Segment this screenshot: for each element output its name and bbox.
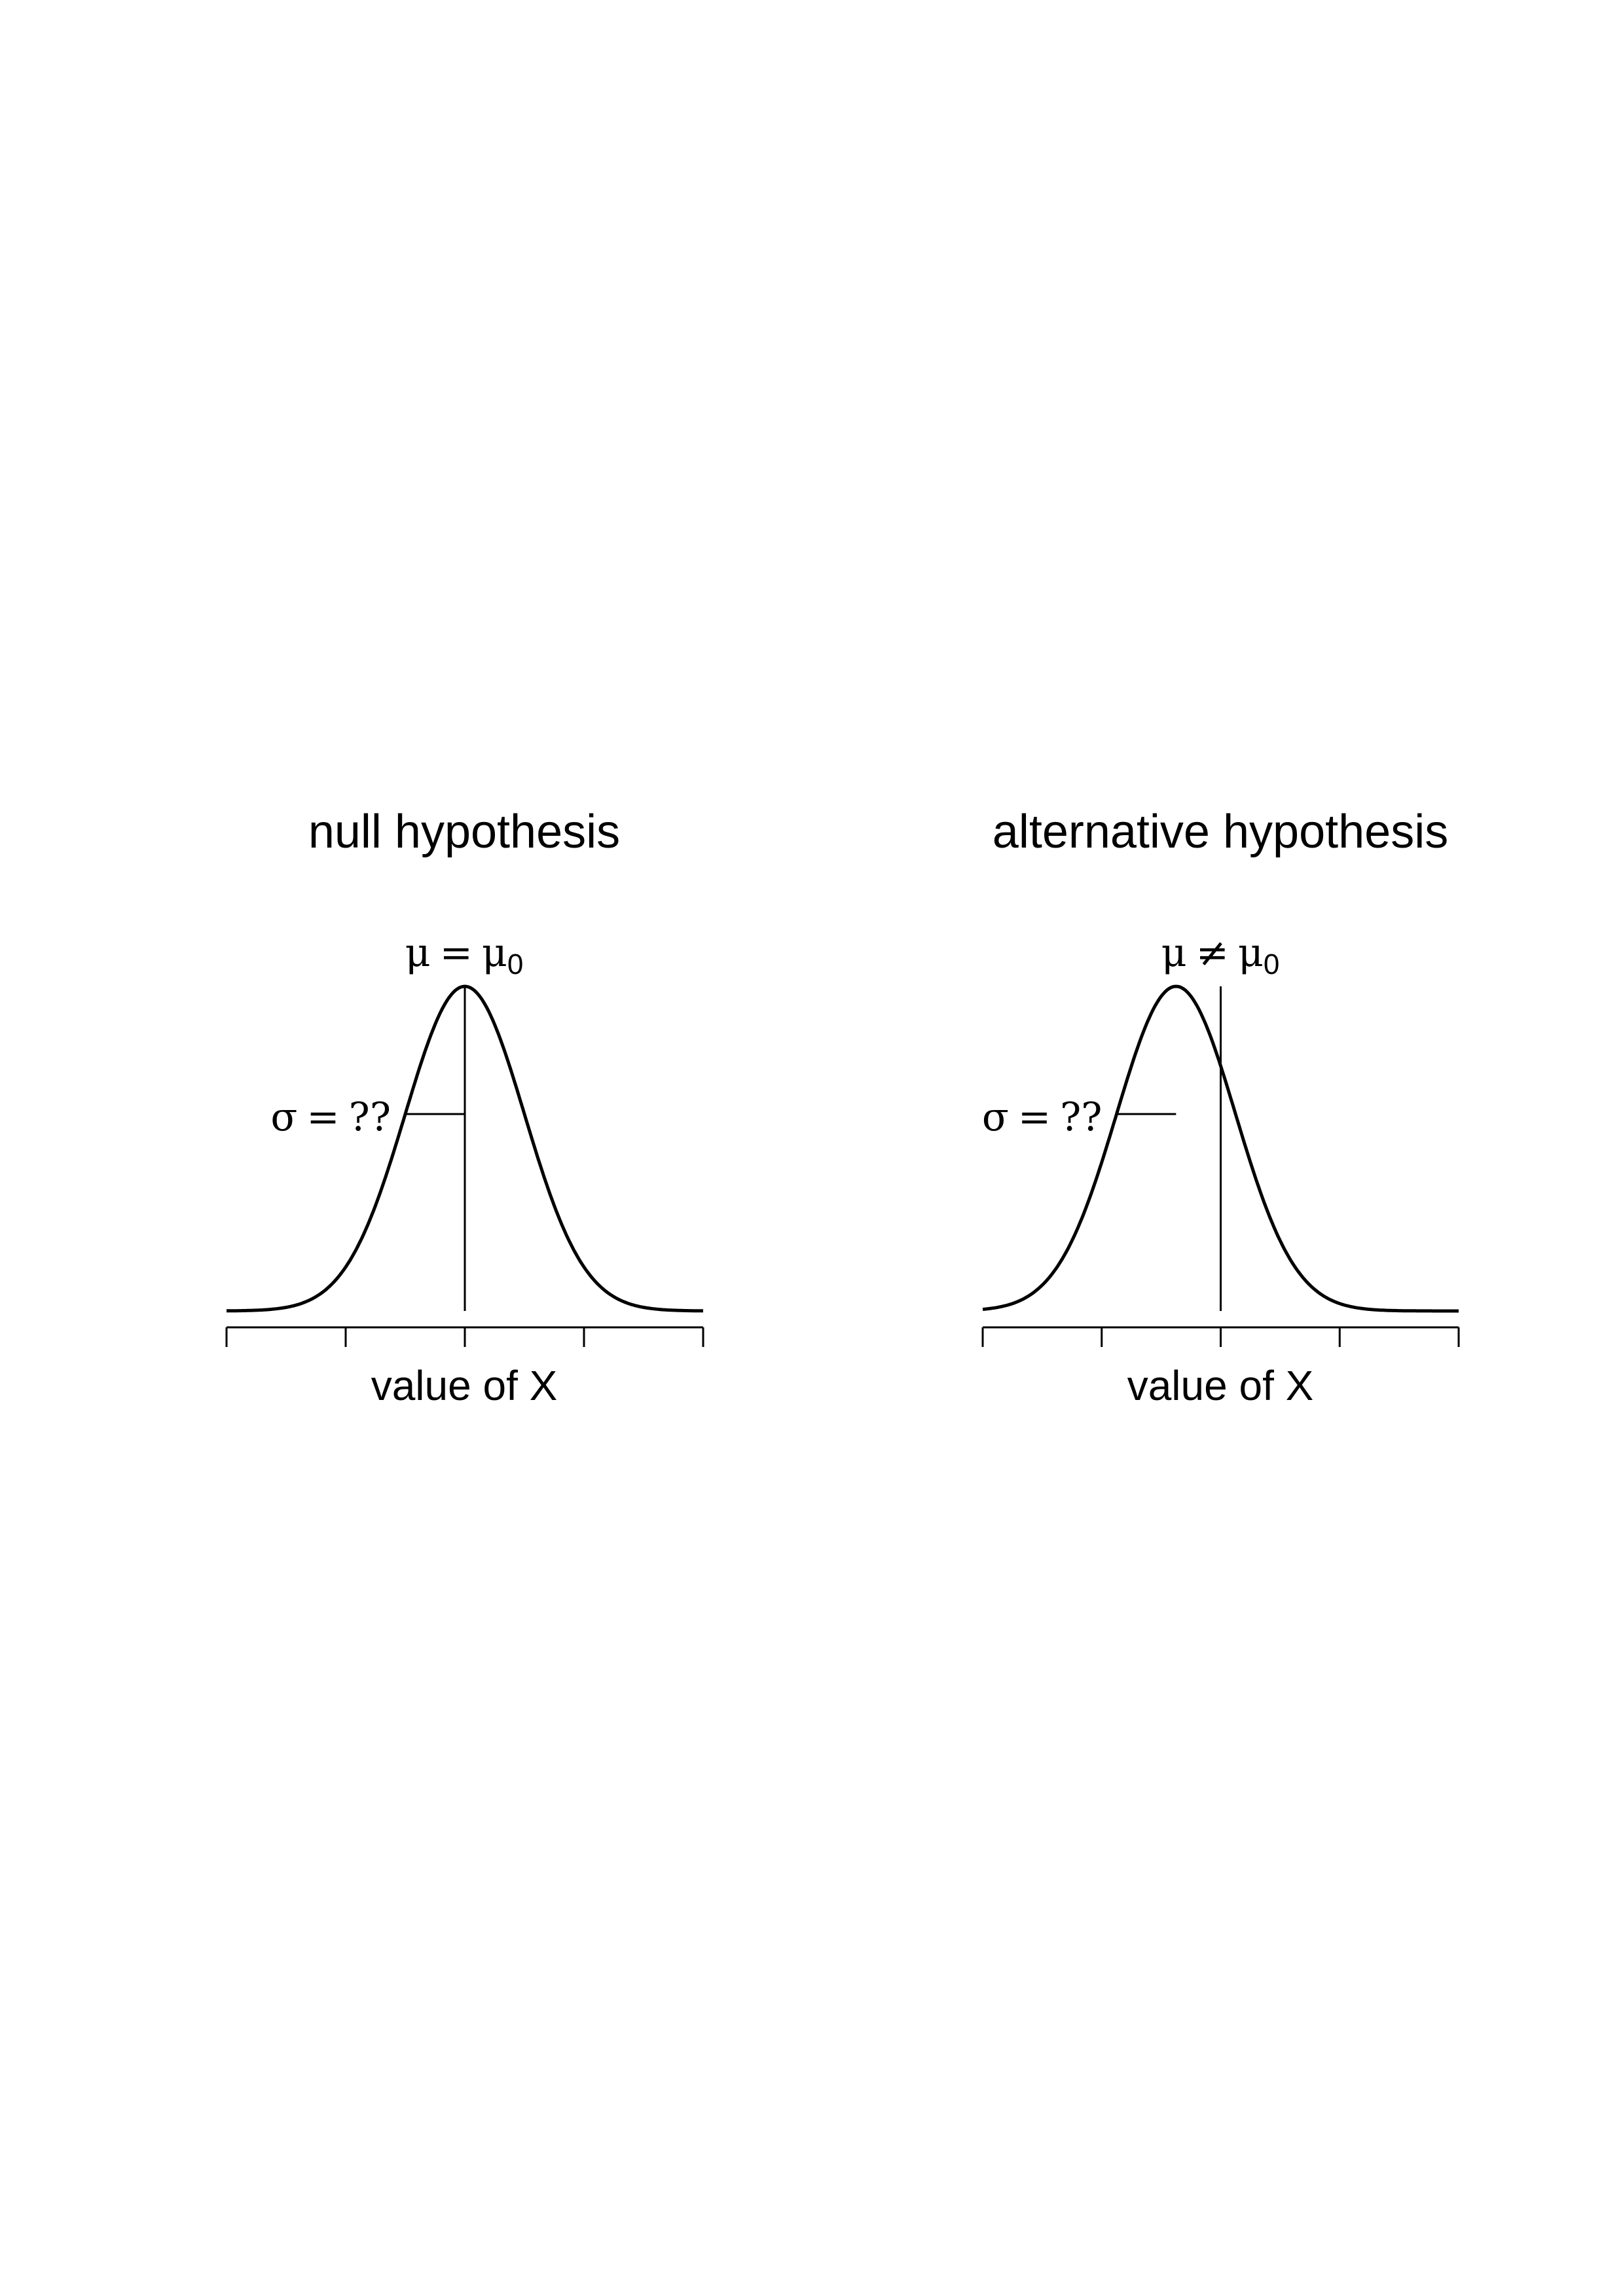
mean-reference: μ [482,930,507,976]
sigma-symbol: σ [270,1094,297,1140]
sigma-relation: = [1018,1094,1051,1140]
mean-reference-subscript: 0 [1264,948,1279,980]
sigma-value: ?? [349,1094,391,1140]
mean-annotation: μ = μ0 [405,930,524,980]
mean-relation: = [440,930,473,976]
sigma-symbol: σ [982,1094,1009,1140]
sigma-annotation: σ =?? [270,1094,391,1140]
sigma-annotation: σ =?? [982,1094,1103,1140]
mean-relation: ≠ [1196,930,1229,976]
x-axis-ticks [225,1327,704,1347]
mean-symbol: μ [1161,930,1187,976]
panel-title: alternative hypothesis [993,806,1448,858]
mean-annotation: μ ≠ μ0 [1161,930,1280,980]
mean-reference: μ [1238,930,1264,976]
sigma-value: ?? [1060,1094,1102,1140]
x-axis-label: value of X [1127,1362,1314,1409]
x-axis-ticks [981,1327,1460,1347]
x-axis-label: value of X [371,1362,558,1409]
null-hypothesis-panel: null hypothesis μ = μ0 σ =?? value of X [225,806,704,1409]
alternative-hypothesis-panel: alternative hypothesis μ ≠ μ0 σ =?? value o… [981,806,1460,1409]
mean-reference-subscript: 0 [507,948,523,980]
panel-title: null hypothesis [308,806,620,858]
sigma-relation: = [306,1094,339,1140]
mean-symbol: μ [405,930,431,976]
